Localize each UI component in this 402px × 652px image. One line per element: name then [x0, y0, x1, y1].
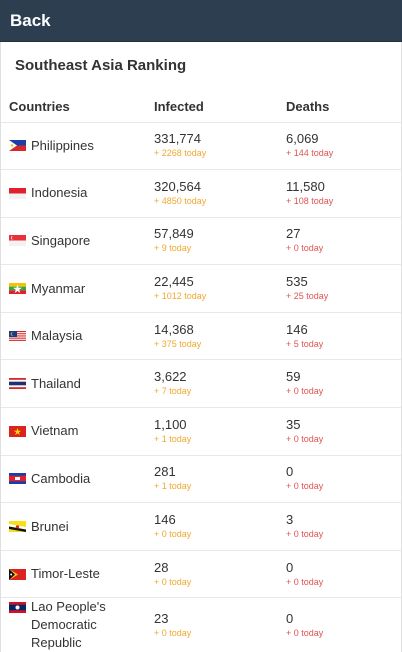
country-name: Myanmar — [31, 280, 86, 296]
country-name: Indonesia — [31, 185, 88, 201]
deaths-today: + 0 today — [286, 433, 324, 444]
infected-today: + 1012 today — [154, 291, 207, 302]
deaths-value: 0 — [286, 464, 294, 480]
malaysia-flag-icon — [9, 330, 26, 342]
deaths-today: + 0 today — [286, 481, 324, 492]
laos-flag-icon — [9, 602, 26, 614]
philippines-flag-icon — [9, 140, 26, 152]
infected-value: 1,100 — [154, 416, 187, 432]
country-name: Timor-Leste — [31, 566, 100, 582]
infected-value: 331,774 — [154, 131, 201, 147]
deaths-today: + 25 today — [286, 291, 329, 302]
ranking-table: Countries Infected Deaths Philippines 33… — [1, 92, 401, 652]
infected-value: 281 — [154, 464, 176, 480]
deaths-today: + 0 today — [286, 386, 324, 397]
country-name: Vietnam — [31, 423, 79, 439]
deaths-today: + 0 today — [286, 243, 324, 254]
infected-today: + 0 today — [154, 529, 192, 540]
infected-value: 57,849 — [154, 226, 194, 242]
table-row: Cambodia 281 + 1 today 0 + 0 today — [1, 455, 401, 504]
infected-today: + 1 today — [154, 481, 192, 492]
infected-value: 14,368 — [154, 321, 194, 337]
thailand-flag-icon — [9, 378, 26, 390]
deaths-value: 535 — [286, 274, 308, 290]
deaths-today: + 0 today — [286, 576, 324, 587]
table-row: Indonesia 320,564 + 4850 today 11,580 + 10… — [1, 169, 401, 218]
top-bar: Back — [0, 0, 402, 42]
infected-today: + 1 today — [154, 433, 192, 444]
brunei-flag-icon — [9, 521, 26, 533]
infected-today: + 7 today — [154, 386, 192, 397]
table-header-row: Countries Infected Deaths — [1, 92, 401, 123]
infected-today: + 375 today — [154, 338, 202, 349]
country-name: Singapore — [31, 232, 91, 248]
infected-today: + 4850 today — [154, 195, 207, 206]
deaths-today: + 0 today — [286, 529, 324, 540]
infected-value: 22,445 — [154, 274, 194, 290]
indonesia-flag-icon — [9, 187, 26, 199]
main-content: Southeast Asia Ranking Countries Infecte… — [0, 42, 402, 652]
deaths-today: + 0 today — [286, 627, 324, 638]
deaths-value: 11,580 — [286, 178, 325, 194]
table-row: Lao People's Democratic Republic 23 + 0 t… — [1, 597, 401, 652]
table-row: Vietnam 1,100 + 1 today 35 + 0 today — [1, 407, 401, 456]
infected-value: 320,564 — [154, 178, 201, 194]
header-countries: Countries — [1, 92, 146, 123]
table-row: Malaysia 14,368 + 375 today 146 + 5 today — [1, 312, 401, 361]
deaths-value: 0 — [286, 559, 294, 575]
timor-leste-flag-icon — [9, 568, 26, 580]
deaths-value: 6,069 — [286, 131, 319, 147]
country-name: Thailand — [31, 375, 81, 391]
infected-value: 28 — [154, 559, 169, 575]
table-row: Thailand 3,622 + 7 today 59 + 0 today — [1, 359, 401, 409]
deaths-today: + 108 today — [286, 195, 334, 206]
country-name: Philippines — [31, 137, 94, 153]
page-title: Southeast Asia Ranking — [15, 57, 187, 74]
infected-value: 23 — [154, 610, 169, 626]
cambodia-flag-icon — [9, 473, 26, 485]
table-row: Brunei 146 + 0 today 3 + 0 today — [1, 502, 401, 551]
country-name: Lao People's Democratic Republic — [31, 599, 106, 651]
country-name: Cambodia — [31, 470, 91, 486]
infected-today: + 9 today — [154, 243, 192, 254]
infected-today: + 0 today — [154, 627, 192, 638]
infected-today: + 0 today — [154, 576, 192, 587]
deaths-value: 3 — [286, 512, 294, 528]
vietnam-flag-icon — [9, 425, 26, 437]
deaths-today: + 5 today — [286, 338, 324, 349]
header-infected: Infected — [146, 92, 278, 123]
back-button[interactable]: Back — [10, 10, 51, 30]
header-deaths: Deaths — [278, 92, 401, 123]
table-row: Myanmar 22,445 + 1012 today 535 + 25 today — [1, 264, 401, 313]
country-name: Malaysia — [31, 328, 83, 344]
myanmar-flag-icon — [9, 283, 26, 295]
infected-today: + 2268 today — [154, 148, 207, 159]
infected-value: 3,622 — [154, 369, 187, 385]
deaths-today: + 144 today — [286, 148, 334, 159]
table-row: Philippines 331,774 + 2268 today 6,069 + 1… — [1, 122, 401, 171]
deaths-value: 59 — [286, 369, 301, 385]
deaths-value: 35 — [286, 416, 301, 432]
deaths-value: 146 — [286, 321, 308, 337]
singapore-flag-icon — [9, 235, 26, 247]
table-row: Singapore 57,849 + 9 today 27 + 0 today — [1, 217, 401, 266]
table-row: Timor-Leste 28 + 0 today 0 + 0 today — [1, 550, 401, 599]
infected-value: 146 — [154, 512, 176, 528]
deaths-value: 0 — [286, 610, 294, 626]
deaths-value: 27 — [286, 226, 301, 242]
country-name: Brunei — [31, 518, 69, 534]
